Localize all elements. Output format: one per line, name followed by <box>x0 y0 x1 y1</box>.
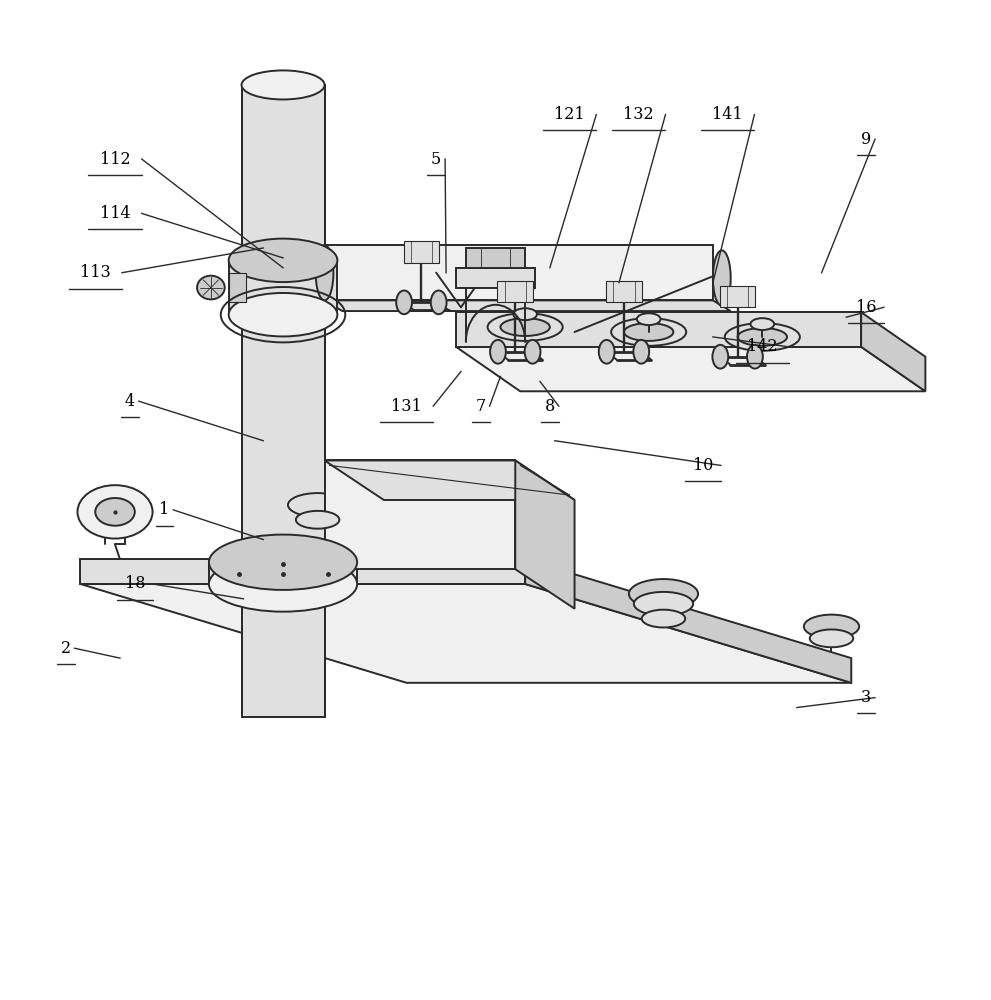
Polygon shape <box>719 286 755 307</box>
Polygon shape <box>242 85 324 717</box>
Polygon shape <box>324 460 575 500</box>
Ellipse shape <box>713 250 730 306</box>
Ellipse shape <box>242 70 324 99</box>
Ellipse shape <box>431 290 447 314</box>
Text: 112: 112 <box>100 151 131 168</box>
Ellipse shape <box>316 245 333 300</box>
Polygon shape <box>456 312 861 347</box>
Ellipse shape <box>500 318 550 336</box>
Polygon shape <box>403 241 439 263</box>
Ellipse shape <box>713 345 728 369</box>
Ellipse shape <box>229 239 337 282</box>
Ellipse shape <box>629 579 698 609</box>
Ellipse shape <box>624 323 673 341</box>
Polygon shape <box>466 248 525 268</box>
Ellipse shape <box>229 293 337 336</box>
Ellipse shape <box>296 511 339 529</box>
Ellipse shape <box>209 556 357 612</box>
Ellipse shape <box>750 318 774 330</box>
Ellipse shape <box>513 308 537 320</box>
Text: 18: 18 <box>125 575 145 592</box>
Polygon shape <box>80 584 851 683</box>
Ellipse shape <box>77 485 153 539</box>
Ellipse shape <box>283 480 352 510</box>
Text: 132: 132 <box>623 106 654 123</box>
Polygon shape <box>525 559 851 683</box>
Text: 142: 142 <box>747 338 778 355</box>
Ellipse shape <box>634 592 693 616</box>
Polygon shape <box>324 300 730 311</box>
Polygon shape <box>497 281 533 302</box>
Text: 3: 3 <box>861 689 871 706</box>
Ellipse shape <box>747 345 763 369</box>
Ellipse shape <box>209 535 357 590</box>
Ellipse shape <box>288 493 347 517</box>
Text: 121: 121 <box>554 106 585 123</box>
Ellipse shape <box>611 318 686 346</box>
Ellipse shape <box>724 323 800 351</box>
Text: 131: 131 <box>391 398 422 415</box>
Ellipse shape <box>197 276 225 299</box>
Polygon shape <box>456 268 535 288</box>
Text: 8: 8 <box>545 398 555 415</box>
Polygon shape <box>324 460 515 569</box>
Text: 1: 1 <box>160 501 169 518</box>
Text: 113: 113 <box>80 264 111 281</box>
Ellipse shape <box>804 615 859 638</box>
Text: 10: 10 <box>693 457 714 474</box>
Polygon shape <box>229 273 247 302</box>
Ellipse shape <box>491 340 505 364</box>
Ellipse shape <box>737 328 787 346</box>
Ellipse shape <box>396 290 412 314</box>
Text: 7: 7 <box>476 398 486 415</box>
Polygon shape <box>80 559 525 584</box>
Ellipse shape <box>810 629 853 647</box>
Ellipse shape <box>599 340 614 364</box>
Ellipse shape <box>488 313 563 341</box>
Text: 4: 4 <box>125 393 135 410</box>
Ellipse shape <box>95 498 135 526</box>
Ellipse shape <box>642 610 685 627</box>
Ellipse shape <box>524 340 540 364</box>
Polygon shape <box>324 245 713 300</box>
Text: 141: 141 <box>713 106 743 123</box>
Text: 5: 5 <box>431 151 441 168</box>
Text: 114: 114 <box>100 205 131 222</box>
Text: 9: 9 <box>861 131 871 148</box>
Polygon shape <box>229 260 337 315</box>
Text: 2: 2 <box>60 640 70 657</box>
Polygon shape <box>515 460 575 609</box>
Polygon shape <box>606 281 642 302</box>
Polygon shape <box>456 347 926 391</box>
Ellipse shape <box>637 313 661 325</box>
Ellipse shape <box>633 340 649 364</box>
Polygon shape <box>861 312 926 391</box>
Text: 16: 16 <box>856 299 876 316</box>
Polygon shape <box>209 562 357 584</box>
